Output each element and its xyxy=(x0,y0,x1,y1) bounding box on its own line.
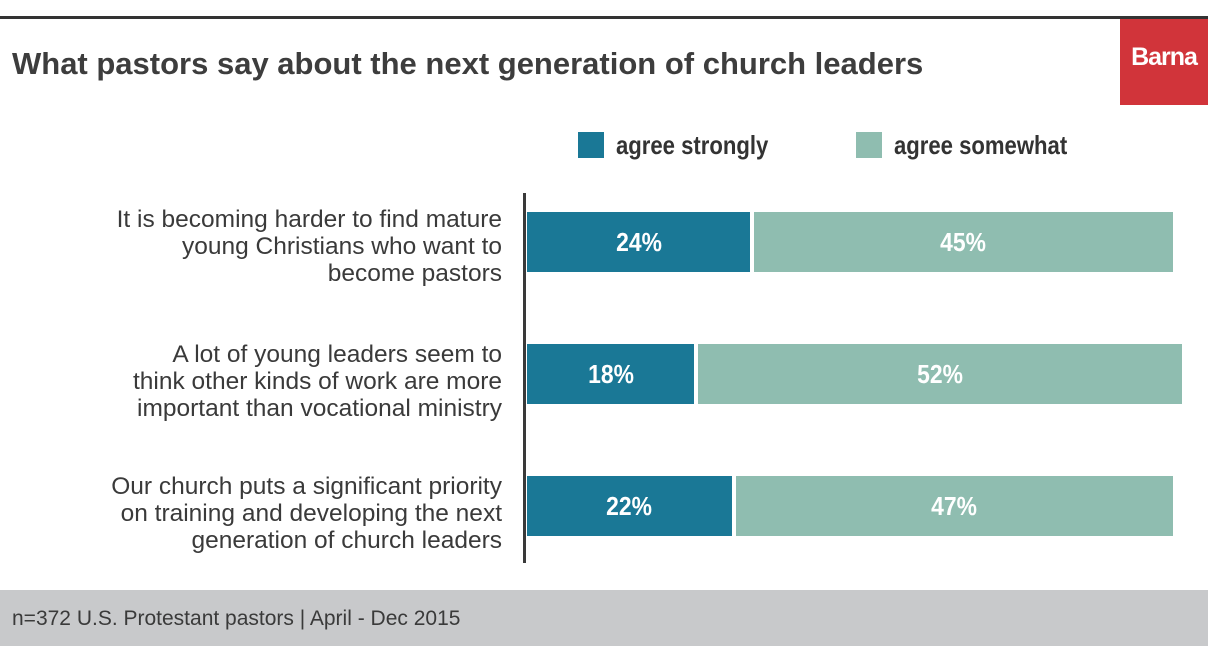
data-label: 18% xyxy=(587,358,634,389)
legend-label: agree strongly xyxy=(616,129,769,160)
bar-agree-strongly: 24% xyxy=(527,212,751,272)
legend-item-agree-somewhat: agree somewhat xyxy=(856,129,1098,160)
bar-agree-somewhat: 47% xyxy=(735,476,1173,536)
top-rule xyxy=(0,16,1208,19)
bar-agree-strongly: 22% xyxy=(527,476,732,536)
logo-text: Barna xyxy=(1131,43,1198,71)
footer: n=372 U.S. Protestant pastors | April - … xyxy=(0,590,1208,646)
data-label: 52% xyxy=(917,358,964,389)
bar-agree-somewhat: 52% xyxy=(698,344,1182,404)
legend-label: agree somewhat xyxy=(894,129,1068,160)
data-label: 22% xyxy=(606,490,653,521)
data-label: 45% xyxy=(940,226,987,257)
bar-agree-strongly: 18% xyxy=(527,344,695,404)
chart-title: What pastors say about the next generati… xyxy=(12,46,924,81)
y-axis-line xyxy=(523,193,526,563)
category-label: A lot of young leaders seem to think othe… xyxy=(132,341,502,422)
bar-agree-somewhat: 45% xyxy=(754,212,1173,272)
sample-note: n=372 U.S. Protestant pastors | April - … xyxy=(12,607,461,630)
legend-swatch xyxy=(856,132,882,158)
barna-logo: Barna xyxy=(1120,19,1208,105)
data-label: 47% xyxy=(931,490,978,521)
category-label: Our church puts a significant priority on… xyxy=(111,473,502,554)
category-label: It is becoming harder to find mature youn… xyxy=(116,206,502,287)
data-label: 24% xyxy=(615,226,662,257)
legend-item-agree-strongly: agree strongly xyxy=(578,129,795,160)
legend-swatch xyxy=(578,132,604,158)
